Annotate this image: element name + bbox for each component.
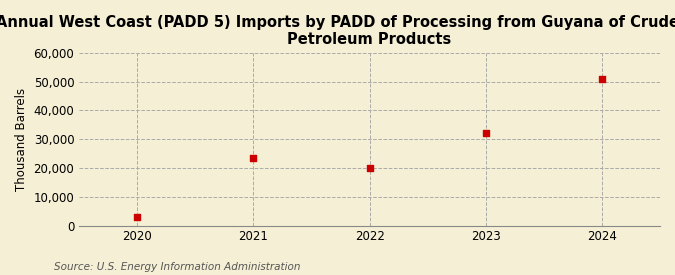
Title: Annual West Coast (PADD 5) Imports by PADD of Processing from Guyana of Crude Oi: Annual West Coast (PADD 5) Imports by PA… [0, 15, 675, 47]
Y-axis label: Thousand Barrels: Thousand Barrels [15, 88, 28, 191]
Text: Source: U.S. Energy Information Administration: Source: U.S. Energy Information Administ… [54, 262, 300, 272]
Point [364, 166, 375, 170]
Point [248, 156, 259, 160]
Point [132, 215, 142, 219]
Point [481, 131, 491, 136]
Point [597, 76, 608, 81]
